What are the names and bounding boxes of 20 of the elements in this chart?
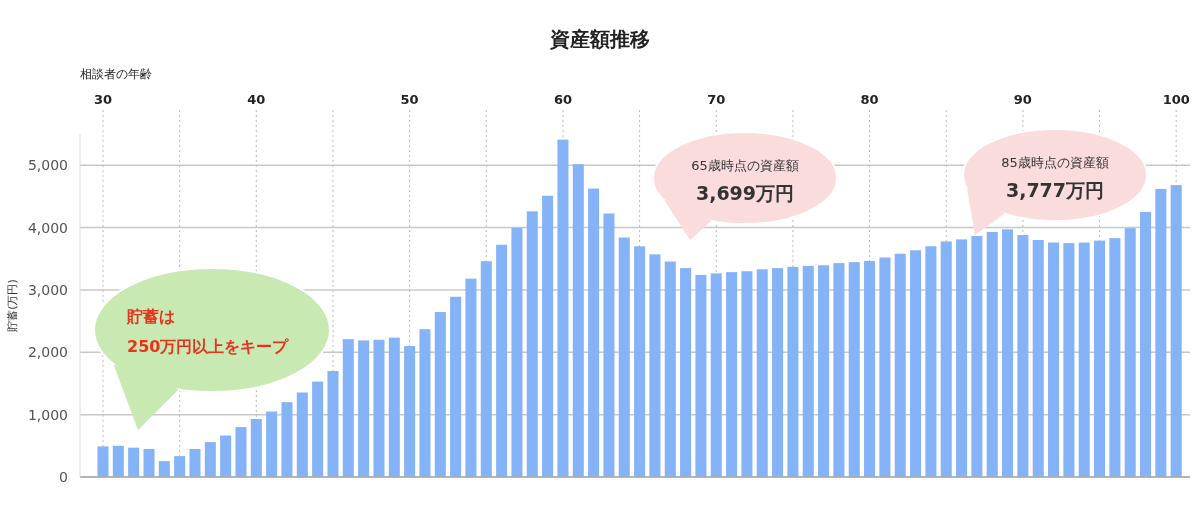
y-tick-label: 4,000 — [27, 219, 68, 236]
y-tick-label: 2,000 — [27, 344, 68, 361]
y-axis-title: 貯蓄(万円) — [6, 279, 19, 332]
x-tick-label: 70 — [707, 92, 726, 107]
x-tick-label: 40 — [247, 92, 266, 107]
x-tick-label: 100 — [1162, 92, 1190, 107]
x-tick-label: 80 — [860, 92, 879, 107]
x-tick-label: 60 — [553, 92, 572, 107]
chart-title: 資産額推移 — [549, 27, 650, 51]
annotation: 65歳時点の資産額 3,699万円 — [691, 158, 799, 204]
x-tick-label: 30 — [93, 92, 113, 107]
y-tick-label: 5,000 — [27, 157, 68, 174]
y-tick-label: 0 — [59, 469, 68, 485]
x-tick-label: 90 — [1013, 92, 1032, 107]
annotation: 85歳時点の資産額 3,777万円 — [1001, 155, 1109, 201]
y-tick-label: 3,000 — [27, 281, 68, 298]
x-tick-label: 50 — [400, 92, 419, 107]
y-tick-label: 1,000 — [27, 406, 68, 423]
annotation: 貯蓄は 250万円以上をキープ — [126, 307, 290, 356]
x-axis-title: 相談者の年齢 — [80, 67, 152, 81]
